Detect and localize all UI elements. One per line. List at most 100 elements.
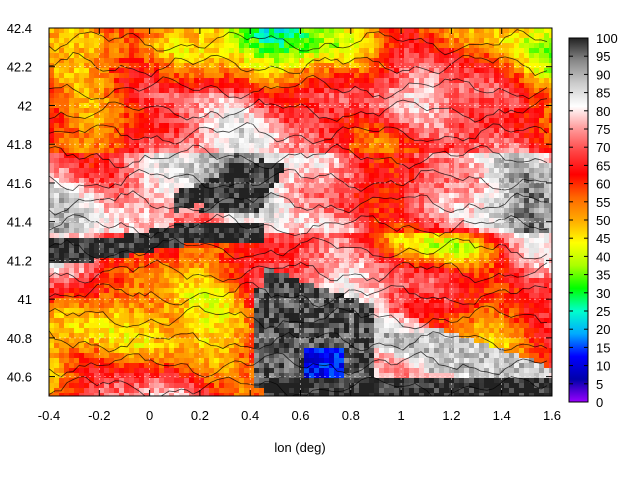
heatmap-cell (169, 43, 175, 49)
heatmap-cell (369, 48, 375, 54)
heatmap-cell (99, 248, 105, 254)
heatmap-cell (129, 33, 135, 39)
heatmap-cell (364, 158, 370, 164)
heatmap-cell (129, 243, 135, 249)
heatmap-cell (184, 378, 190, 384)
heatmap-cell (194, 298, 200, 304)
heatmap-cell (204, 303, 210, 309)
heatmap-cell (194, 383, 200, 389)
heatmap-cell (49, 83, 55, 89)
heatmap-cell (384, 38, 390, 44)
heatmap-cell (184, 128, 190, 134)
heatmap-cell (239, 283, 245, 289)
heatmap-cell (189, 93, 195, 99)
heatmap-cell (349, 173, 355, 179)
heatmap-cell (199, 133, 205, 139)
heatmap-cell (99, 238, 105, 244)
heatmap-cell (339, 123, 345, 129)
heatmap-cell (229, 278, 235, 284)
heatmap-cell (74, 183, 80, 189)
heatmap-cell (334, 178, 340, 184)
heatmap-cell (54, 128, 60, 134)
heatmap-cell (294, 153, 300, 159)
heatmap-cell (49, 358, 55, 364)
heatmap-cell (144, 383, 150, 389)
heatmap-cell (184, 53, 190, 59)
heatmap-cell (214, 103, 220, 109)
heatmap-cell (49, 223, 55, 229)
heatmap-cell (84, 68, 90, 74)
heatmap-cell (164, 378, 170, 384)
heatmap-cell (374, 228, 380, 234)
heatmap-cell (99, 123, 105, 129)
heatmap-cell (254, 243, 260, 249)
heatmap-cell (344, 133, 350, 139)
heatmap-cell (224, 293, 230, 299)
heatmap-cell (379, 103, 385, 109)
heatmap-cell (144, 393, 150, 396)
heatmap-cell (369, 108, 375, 114)
heatmap-cell (239, 138, 245, 144)
heatmap-cell (84, 193, 90, 199)
heatmap-cell (274, 353, 280, 359)
heatmap-cell (69, 33, 75, 39)
heatmap-cell (309, 133, 315, 139)
heatmap-cell (324, 308, 330, 314)
heatmap-cell (239, 218, 245, 224)
heatmap-cell (204, 243, 210, 249)
heatmap-cell (119, 58, 125, 64)
heatmap-cell (124, 263, 130, 269)
heatmap-cell (274, 243, 280, 249)
heatmap-cell (129, 238, 135, 244)
heatmap-cell (259, 53, 265, 59)
heatmap-cell (284, 198, 290, 204)
heatmap-cell (284, 28, 290, 34)
heatmap-cell (369, 338, 375, 344)
heatmap-cell (214, 373, 220, 379)
heatmap-cell (164, 28, 170, 34)
heatmap-cell (74, 288, 80, 294)
heatmap-cell (349, 363, 355, 369)
heatmap-cell (254, 273, 260, 279)
heatmap-cell (134, 58, 140, 64)
heatmap-cell (104, 233, 110, 239)
heatmap-cell (234, 373, 240, 379)
heatmap-cell (199, 193, 205, 199)
heatmap-cell (354, 168, 360, 174)
heatmap-cell (304, 73, 310, 79)
heatmap-cell (314, 368, 320, 374)
heatmap-cell (224, 83, 230, 89)
heatmap-cell (84, 43, 90, 49)
heatmap-cell (309, 368, 315, 374)
heatmap-cell (374, 28, 380, 34)
heatmap-cell (349, 378, 355, 384)
heatmap-cell (359, 193, 365, 199)
heatmap-cell (164, 308, 170, 314)
heatmap-cell (359, 363, 365, 369)
heatmap-cell (149, 158, 155, 164)
heatmap-cell (69, 213, 75, 219)
heatmap-cell (84, 178, 90, 184)
heatmap-cell (69, 363, 75, 369)
heatmap-cell (314, 388, 320, 394)
heatmap-cell (249, 338, 255, 344)
heatmap-cell (114, 208, 120, 214)
heatmap-cell (199, 323, 205, 329)
heatmap-cell (294, 53, 300, 59)
heatmap-cell (54, 238, 60, 244)
heatmap-cell (204, 338, 210, 344)
heatmap-cell (84, 328, 90, 334)
heatmap-cell (314, 123, 320, 129)
heatmap-cell (194, 373, 200, 379)
heatmap-cell (229, 323, 235, 329)
heatmap-cell (174, 128, 180, 134)
heatmap-cell (359, 243, 365, 249)
heatmap-cell (109, 233, 115, 239)
heatmap-cell (134, 83, 140, 89)
heatmap-cell (194, 58, 200, 64)
heatmap-cell (184, 253, 190, 259)
heatmap-cell (344, 188, 350, 194)
heatmap-cell (364, 318, 370, 324)
heatmap-cell (139, 343, 145, 349)
heatmap-cell (279, 318, 285, 324)
